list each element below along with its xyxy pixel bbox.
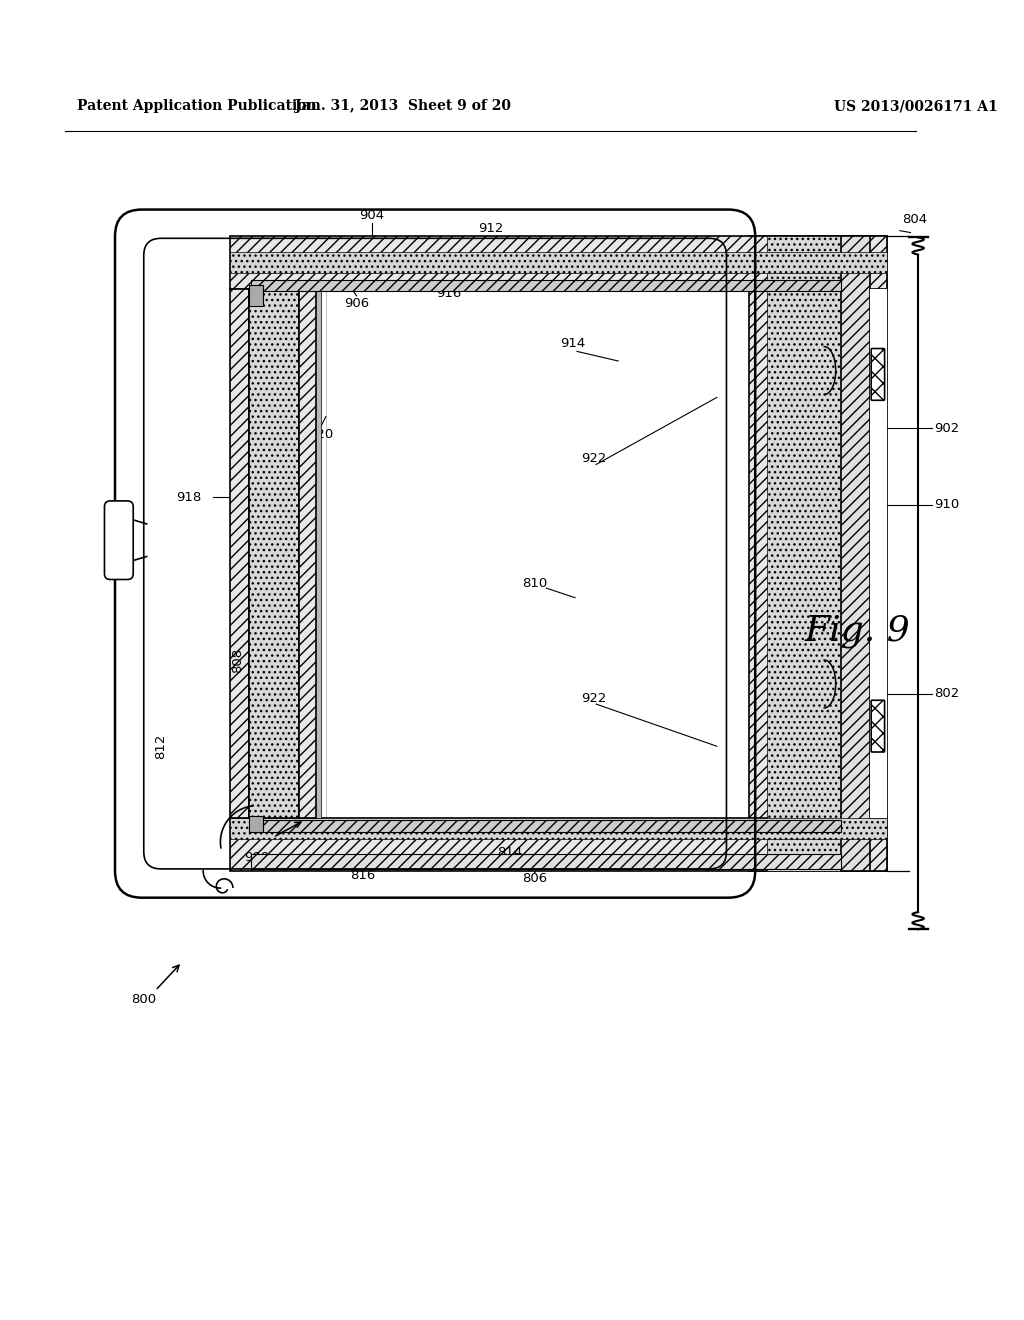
Bar <box>230 252 887 273</box>
Text: 922: 922 <box>582 692 607 705</box>
Text: Fig. 9: Fig. 9 <box>805 614 910 648</box>
Text: 920: 920 <box>308 428 334 441</box>
Text: 914: 914 <box>560 337 586 350</box>
Text: 916: 916 <box>436 288 461 301</box>
Text: 812: 812 <box>155 734 168 759</box>
Text: 904: 904 <box>359 209 384 222</box>
Bar <box>251 280 842 290</box>
Bar <box>842 236 870 871</box>
Bar <box>767 236 842 871</box>
Text: 808: 808 <box>231 647 244 673</box>
Bar <box>326 289 842 818</box>
FancyBboxPatch shape <box>104 500 133 579</box>
Text: 908: 908 <box>323 281 348 294</box>
Bar <box>249 289 299 818</box>
Bar <box>251 820 842 832</box>
Text: Jan. 31, 2013  Sheet 9 of 20: Jan. 31, 2013 Sheet 9 of 20 <box>295 99 511 114</box>
Text: Patent Application Publication: Patent Application Publication <box>77 99 316 114</box>
FancyBboxPatch shape <box>871 700 885 752</box>
Bar <box>316 289 322 818</box>
Text: 900: 900 <box>245 851 269 863</box>
Text: 802: 802 <box>935 686 959 700</box>
Text: 800: 800 <box>131 993 157 1006</box>
Bar <box>230 236 887 289</box>
Text: 804: 804 <box>902 213 927 226</box>
Bar <box>251 854 842 869</box>
Text: 922: 922 <box>582 453 607 465</box>
Bar <box>230 818 887 871</box>
Text: 906: 906 <box>344 297 369 310</box>
Bar <box>230 289 249 818</box>
Text: 918: 918 <box>176 491 202 503</box>
Text: 816: 816 <box>349 869 375 882</box>
Text: US 2013/0026171 A1: US 2013/0026171 A1 <box>834 99 997 114</box>
Bar <box>299 289 316 818</box>
Text: 806: 806 <box>522 873 548 884</box>
FancyBboxPatch shape <box>871 348 885 400</box>
Text: 810: 810 <box>522 577 548 590</box>
Bar <box>870 289 887 818</box>
Text: 910: 910 <box>935 498 959 511</box>
Bar <box>249 285 262 306</box>
Bar <box>750 236 887 871</box>
Bar <box>249 816 262 832</box>
Text: 912: 912 <box>478 222 504 235</box>
Text: 902: 902 <box>935 421 959 434</box>
Bar <box>230 818 887 840</box>
Text: 814: 814 <box>498 846 522 859</box>
